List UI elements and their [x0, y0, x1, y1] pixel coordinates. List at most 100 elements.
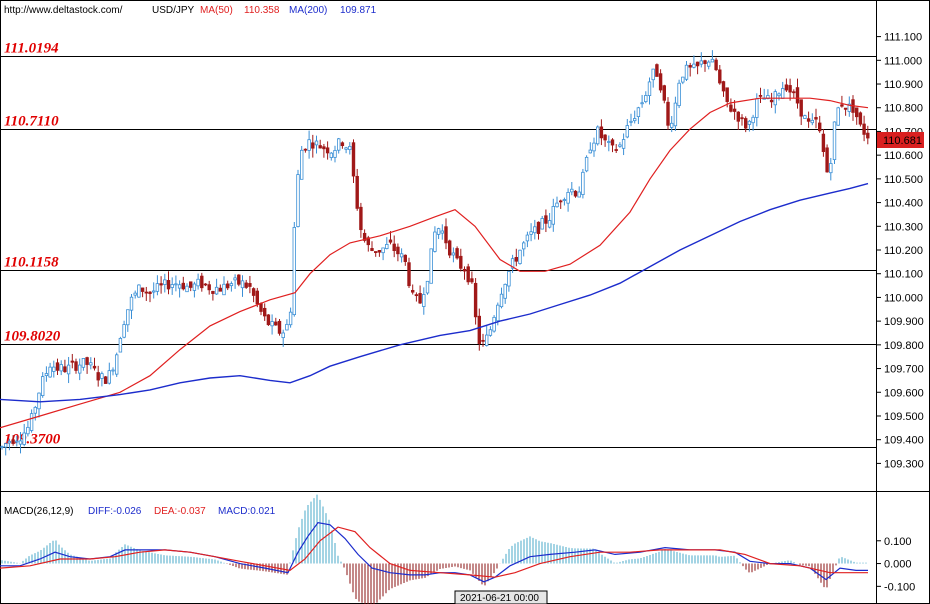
candle-body [196, 278, 200, 287]
candle-body [799, 99, 803, 117]
price-tick-label: 109.400 [884, 435, 924, 447]
candle-body [658, 73, 663, 91]
price-tick-label: 110.600 [884, 150, 923, 162]
candle-body [818, 122, 822, 132]
price-tick-label: 110.000 [884, 292, 923, 304]
candle-body [229, 283, 234, 287]
candle-body [148, 291, 152, 295]
candle-body [325, 147, 330, 154]
candle-body [610, 139, 615, 146]
candle-body [188, 281, 193, 288]
candle-body [662, 85, 666, 101]
candle-body [621, 139, 626, 149]
candle-body [747, 120, 752, 125]
symbol-label: USD/JPY [152, 5, 195, 16]
candle-body [666, 101, 670, 126]
candle-body [436, 228, 441, 235]
candle-body [784, 84, 789, 91]
macd-axis: 0.100 0.000 -0.100 [876, 536, 915, 593]
candle-body [714, 59, 718, 71]
candle-body [710, 58, 715, 63]
candle-body [718, 69, 722, 84]
ma200-line [0, 182, 869, 403]
macd-title: MACD(26,12,9) [4, 506, 73, 517]
candle-body [37, 392, 41, 410]
candle-body [806, 118, 811, 122]
candle-body [214, 286, 219, 295]
candle-body [126, 309, 130, 326]
candle-body [740, 117, 744, 120]
candle-body [866, 132, 870, 139]
candle-body [292, 227, 296, 316]
candle-body [70, 360, 74, 363]
candle-body [795, 87, 800, 104]
candle-body [107, 370, 111, 384]
candle-body [181, 282, 185, 290]
candle-body [359, 206, 363, 231]
macd-value: MACD:0.021 [218, 506, 276, 517]
candle-body [751, 116, 755, 124]
candle-body [200, 275, 204, 289]
candle-body [266, 314, 271, 326]
macd-dea-value: DEA:-0.037 [154, 506, 206, 517]
candle-body [843, 107, 848, 110]
candle-body [477, 315, 481, 344]
candle-body [248, 283, 252, 287]
candle-body [222, 283, 226, 296]
candle-body [166, 280, 171, 290]
candle-body [636, 107, 641, 118]
candle-body [92, 365, 97, 369]
candle-body [362, 232, 367, 241]
candle-body [225, 283, 230, 289]
candle-body [277, 320, 282, 334]
candle-body [144, 291, 148, 294]
candle-body [544, 215, 548, 224]
candle-body [163, 279, 167, 285]
candle-body [588, 149, 592, 154]
source-url: http://www.deltastock.com/ [4, 5, 123, 16]
candle-body [599, 126, 604, 139]
candle-body [814, 117, 818, 120]
candles [0, 50, 870, 456]
candle-body [329, 152, 333, 158]
candle-body [170, 284, 174, 288]
candle-body [451, 252, 456, 256]
current-price-box [877, 132, 924, 148]
candle-body [540, 218, 544, 230]
candle-body [336, 138, 341, 151]
candle-body [825, 147, 829, 173]
candle-body [596, 126, 600, 145]
candle-body [26, 426, 30, 435]
candle-body [821, 133, 826, 152]
candle-body [503, 283, 507, 299]
macd-tick-label: 0.000 [884, 559, 912, 571]
candle-body [155, 283, 160, 292]
candle-body [403, 254, 407, 262]
candle-body [59, 364, 63, 372]
candle-body [55, 362, 60, 371]
candle-body [15, 440, 19, 443]
candle-body [85, 357, 89, 365]
candle-body [847, 103, 851, 112]
candle-body [396, 246, 400, 255]
candle-body [633, 118, 637, 122]
candle-body [314, 140, 319, 146]
candle-body [103, 376, 108, 384]
ma50-line [0, 97, 869, 429]
candle-body [792, 91, 796, 94]
candle-body [725, 87, 729, 102]
candle-body [333, 150, 337, 158]
candle-body [240, 280, 245, 289]
candle-body [133, 292, 137, 296]
candle-body [78, 364, 82, 374]
candle-body [625, 125, 629, 138]
candle-body [721, 81, 726, 92]
candle-body [692, 63, 696, 68]
candle-body [381, 247, 385, 254]
candle-body [89, 362, 93, 366]
candle-body [115, 354, 119, 375]
candle-body [370, 248, 374, 251]
candle-body [670, 122, 674, 128]
candle-body [122, 324, 126, 338]
